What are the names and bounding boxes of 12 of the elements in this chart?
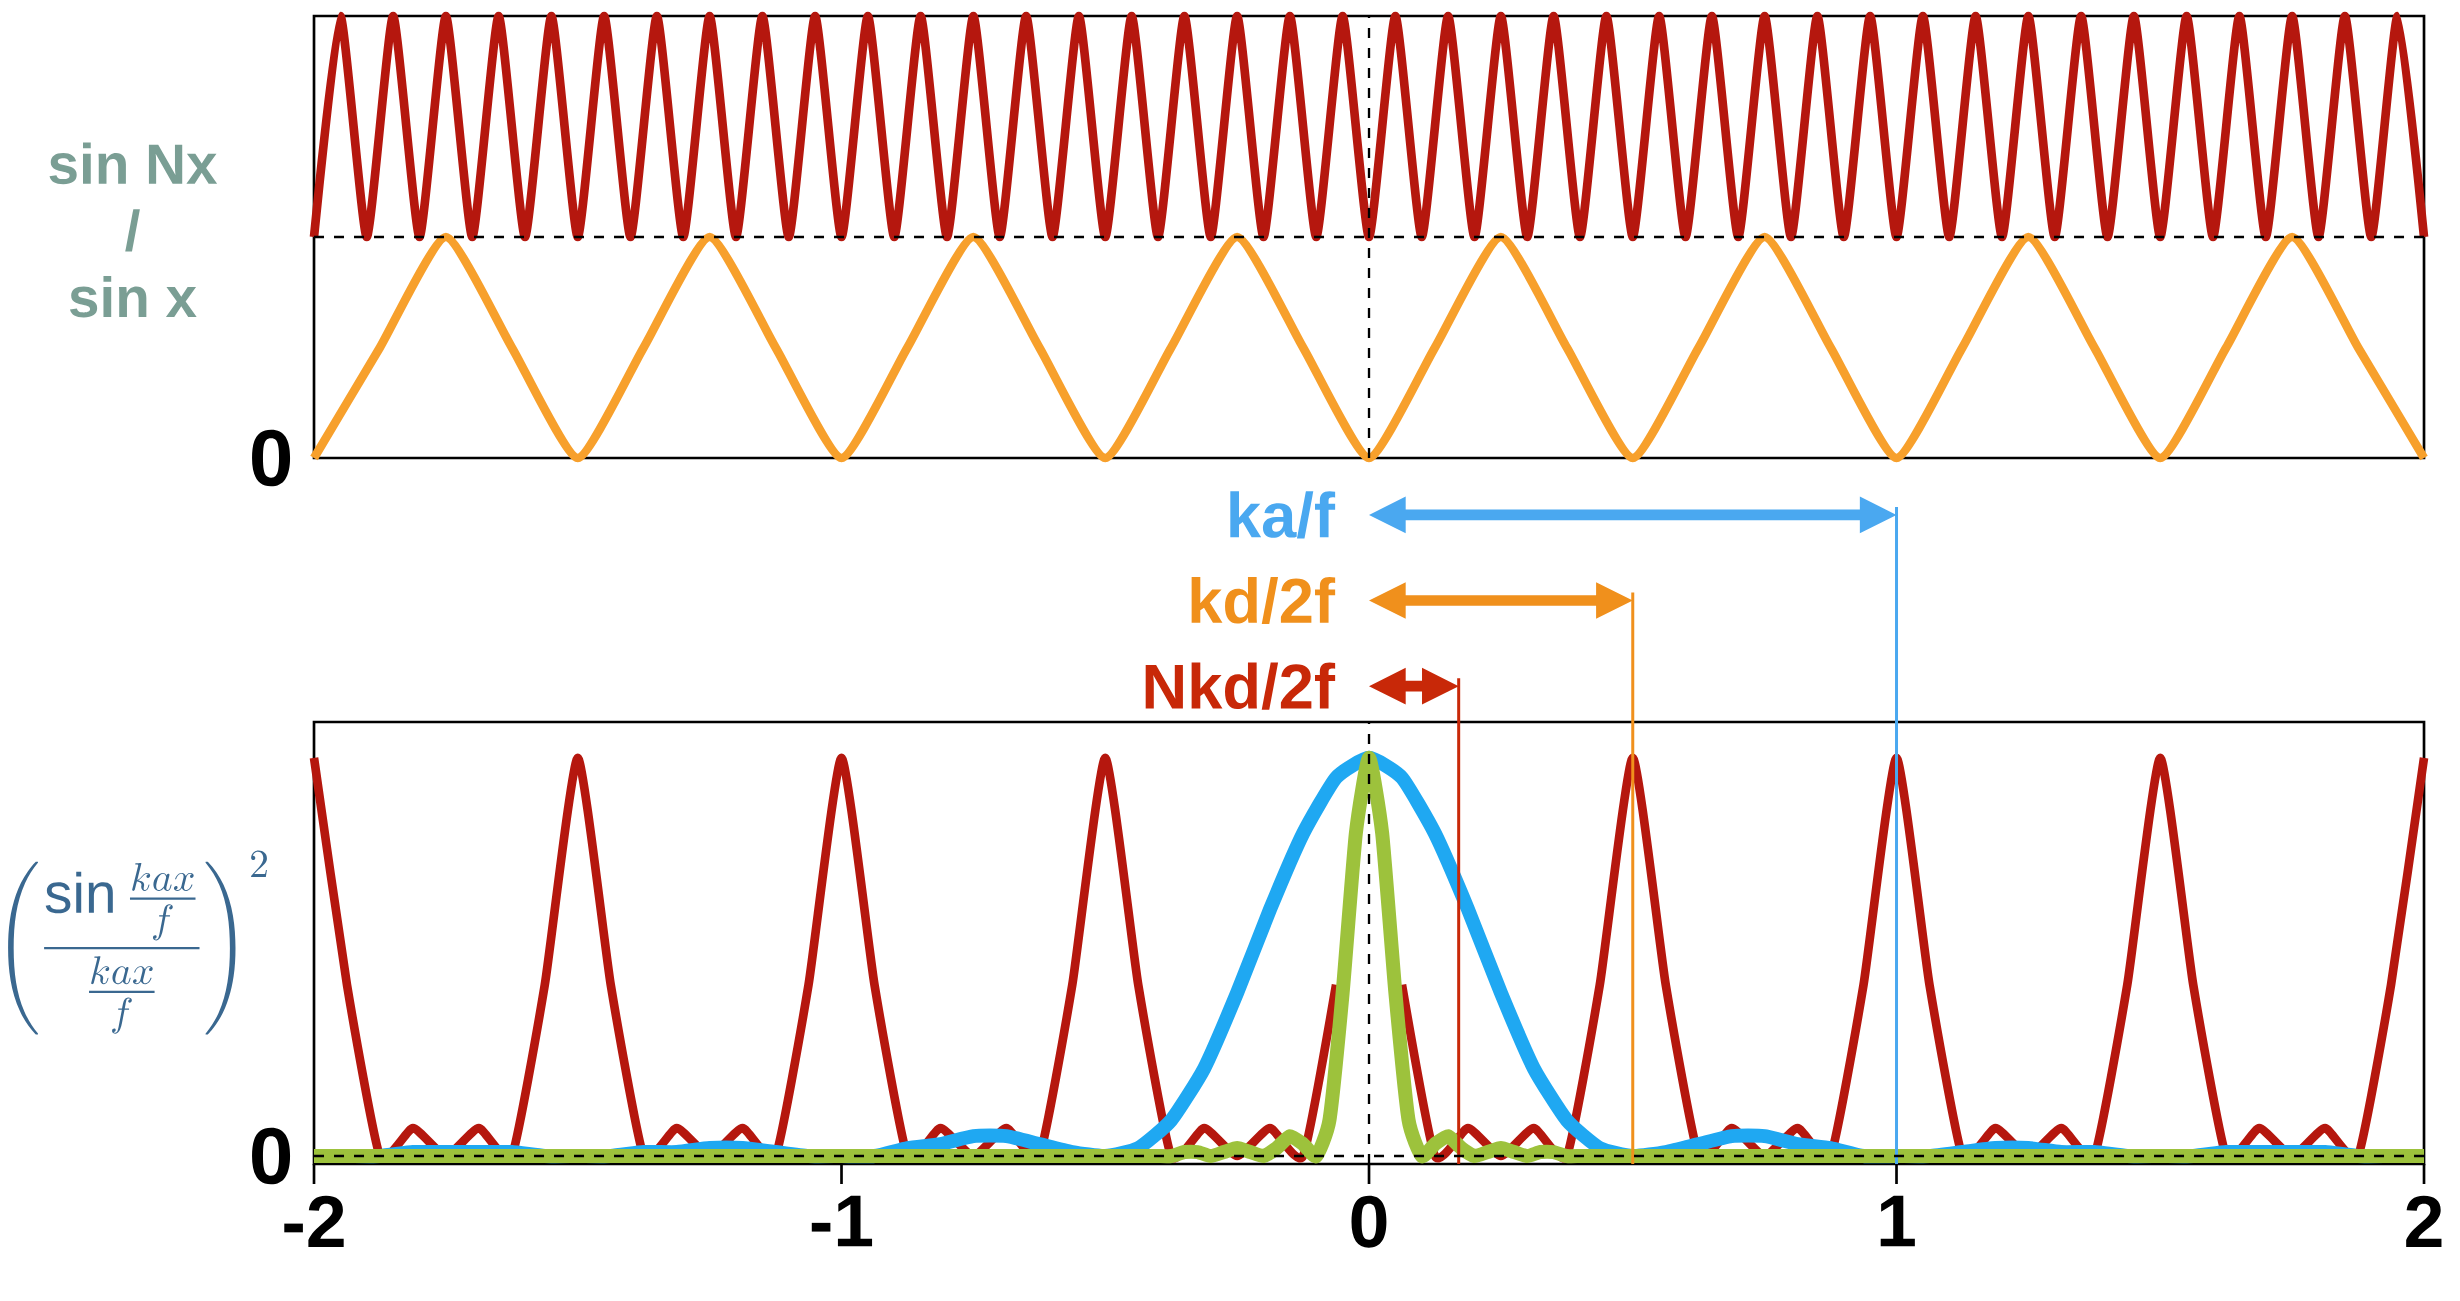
x-tick-label: -1: [811, 1195, 873, 1247]
y-axis-title: $\left(\frac{\sin\frac{kax}{f}}{\frac{kax}{f}}\right)^2$: [8, 850, 267, 1035]
annotation: 0: [252, 429, 291, 487]
x-tick-label: 1: [1880, 1195, 1915, 1247]
x-tick-label: 0: [1351, 1195, 1387, 1248]
annotation: 0: [252, 1127, 291, 1185]
ref-line-label: Nkd/2f: [1145, 662, 1336, 710]
y-axis-title: $\begin{array}{c}\text{sin Nx}\\\text{/}\\\text{sin x}\end{array}$: [49, 142, 218, 318]
ref-line-label: ka/f: [1230, 491, 1336, 539]
x-tick-label: -2: [284, 1195, 344, 1247]
ref-line-label: kd/2f: [1191, 576, 1336, 625]
x-tick-label: 2: [2406, 1195, 2442, 1247]
